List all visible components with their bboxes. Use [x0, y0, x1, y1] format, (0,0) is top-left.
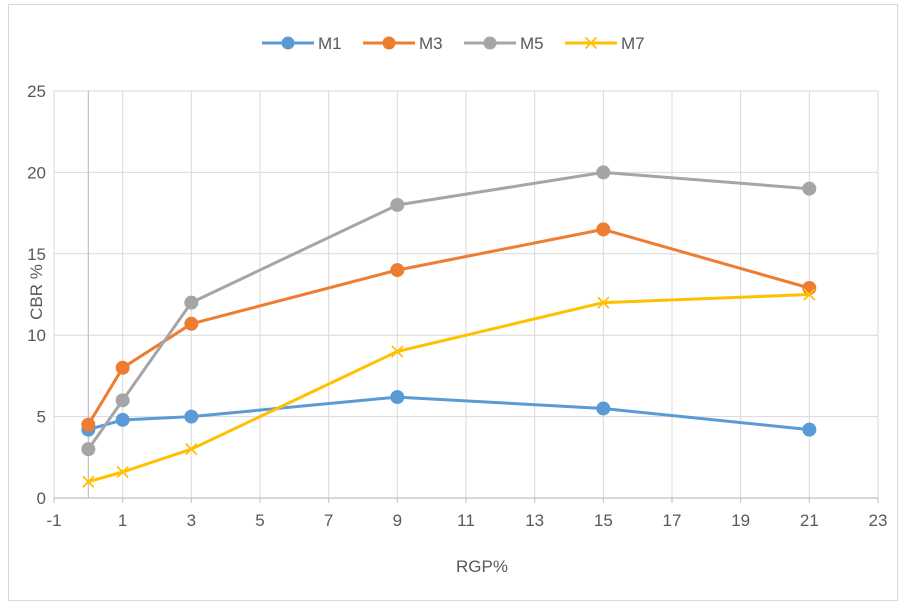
series-m1	[81, 390, 817, 437]
series-group	[81, 165, 817, 488]
series-line	[87, 227, 810, 426]
series-m5	[81, 165, 817, 457]
chart-area: 0 5 10 15 20 25 -1 1 3 5 7 9 11 13 15 17 19 21 23 M1 M3 M5 M7…	[8, 4, 898, 601]
x-tick-label: 3	[187, 511, 196, 530]
legend-label: M3	[419, 34, 443, 53]
y-tick-label: 20	[27, 163, 46, 182]
legend-item-m7: M7	[565, 34, 645, 53]
x-axis-title: RGP%	[456, 557, 508, 576]
series-m3	[81, 222, 817, 432]
data-point	[803, 288, 816, 301]
data-point	[596, 401, 611, 416]
legend-swatch-marker	[382, 36, 396, 50]
y-tick-label: 25	[27, 82, 46, 101]
data-point	[185, 443, 198, 456]
data-point	[802, 280, 817, 295]
x-tick-label: 23	[869, 511, 888, 530]
legend-label: M5	[520, 34, 544, 53]
x-tick-label: -1	[46, 511, 61, 530]
data-point	[115, 412, 130, 427]
legend-item-m3: M3	[363, 34, 443, 53]
y-tick-label: 0	[37, 489, 46, 508]
y-tick-label: 15	[27, 245, 46, 264]
y-tick-label: 10	[27, 326, 46, 345]
legend-swatch-marker	[584, 36, 598, 50]
series-m7	[82, 288, 816, 488]
x-tick-label: 5	[255, 511, 264, 530]
y-tick-label: 5	[37, 408, 46, 427]
x-tick-label: 7	[324, 511, 333, 530]
data-point	[802, 422, 817, 437]
data-point	[82, 475, 95, 488]
legend: M1 M3 M5 M7	[262, 34, 645, 53]
legend-label: M1	[318, 34, 342, 53]
x-tick-label: 11	[457, 511, 475, 530]
data-point	[802, 181, 817, 196]
series-line	[87, 170, 810, 451]
data-point	[184, 409, 199, 424]
data-point	[81, 442, 96, 457]
legend-label: M7	[621, 34, 645, 53]
x-tick-label: 1	[118, 511, 127, 530]
x-tick-label: 21	[800, 511, 819, 530]
data-point	[390, 263, 405, 278]
legend-swatch-marker	[281, 36, 295, 50]
x-tick-label: 17	[663, 511, 682, 530]
data-point	[81, 417, 96, 432]
legend-item-m1: M1	[262, 34, 342, 53]
legend-item-m5: M5	[464, 34, 544, 53]
series-line	[87, 293, 810, 484]
data-point	[115, 360, 130, 375]
data-point	[184, 295, 199, 310]
data-point	[116, 465, 129, 479]
data-point	[115, 393, 130, 408]
data-point	[596, 165, 611, 180]
x-tick-label: 9	[393, 511, 402, 530]
x-tick-label: 15	[594, 511, 613, 530]
data-point	[597, 296, 610, 309]
x-tick-label: 19	[731, 511, 750, 530]
data-point	[391, 345, 404, 358]
data-point	[596, 222, 611, 237]
gridlines	[53, 90, 879, 499]
data-point	[390, 390, 405, 405]
y-axis-title: CBR %	[27, 264, 46, 320]
legend-swatch-marker	[483, 36, 497, 50]
data-point	[184, 316, 199, 331]
data-point	[390, 197, 405, 212]
x-tick-label: 13	[525, 511, 544, 530]
